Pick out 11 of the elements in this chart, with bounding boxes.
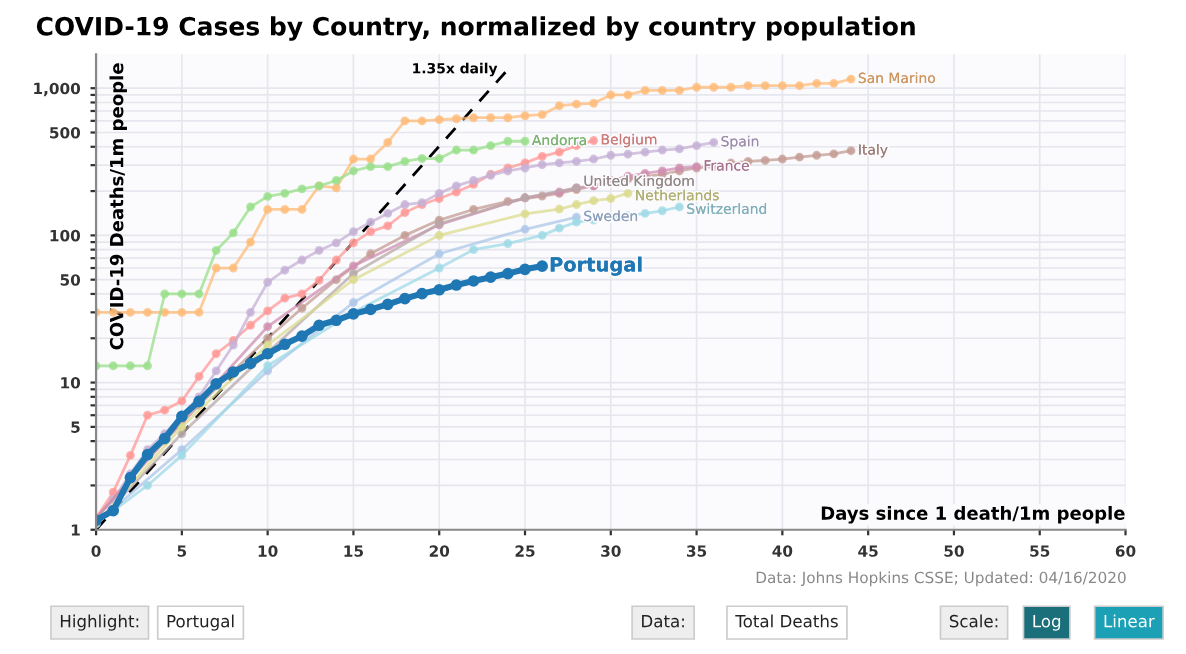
text: Portugal xyxy=(167,614,234,631)
text: Total Deaths xyxy=(735,614,838,628)
text: Data: xyxy=(642,615,684,628)
x-axis-title: Days since 1 death/1m people xyxy=(821,505,1125,524)
text: Log xyxy=(1033,615,1061,631)
text: Scale: xyxy=(949,614,998,628)
text: Linear xyxy=(1104,614,1155,628)
chart-title: COVID-19 Cases by Country, normalized by country population xyxy=(36,16,915,41)
series-label: Portugal xyxy=(550,256,642,276)
y-axis-title: COVID-19 Deaths/1m people xyxy=(109,63,127,350)
text: Highlight: xyxy=(60,614,139,631)
